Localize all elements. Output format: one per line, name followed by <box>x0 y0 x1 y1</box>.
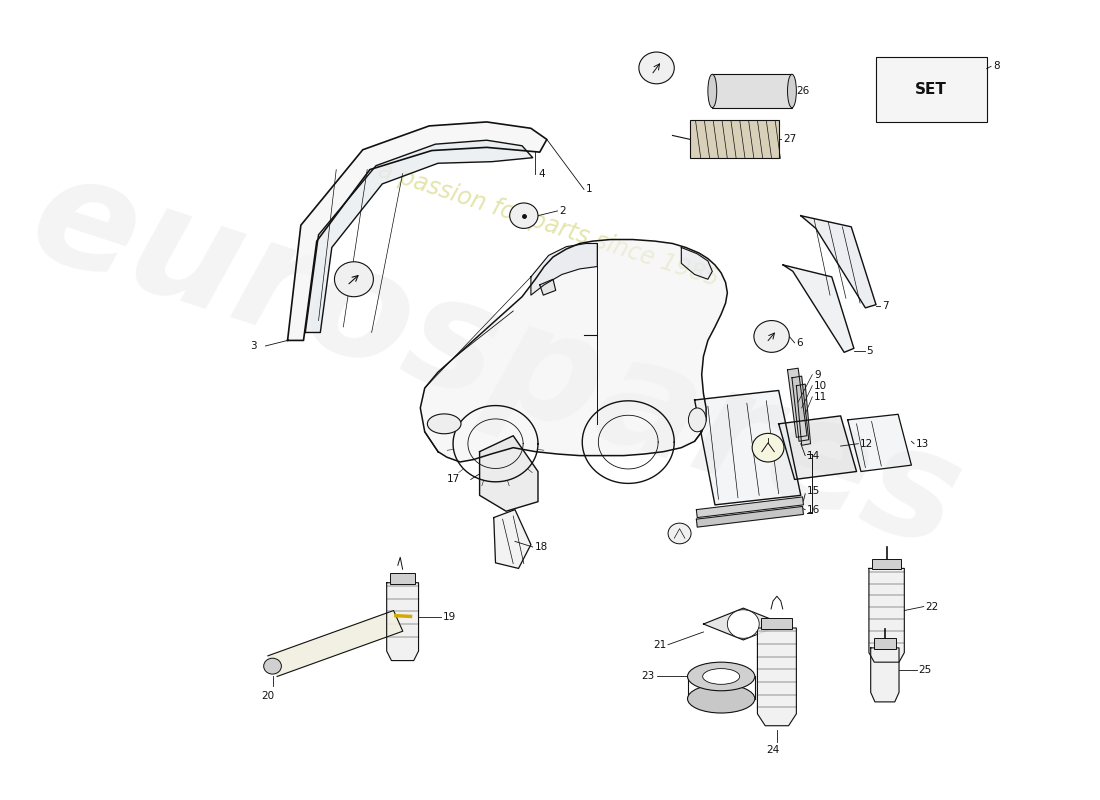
Circle shape <box>727 610 759 638</box>
Bar <box>873 638 896 649</box>
Text: 15: 15 <box>807 486 821 496</box>
Circle shape <box>668 523 691 544</box>
Ellipse shape <box>428 414 461 434</box>
Polygon shape <box>758 628 796 726</box>
Ellipse shape <box>703 669 739 684</box>
Text: eurospares: eurospares <box>13 140 978 580</box>
Polygon shape <box>801 216 876 308</box>
Polygon shape <box>420 239 727 462</box>
Text: 4: 4 <box>538 169 544 178</box>
Text: 25: 25 <box>918 665 932 675</box>
Text: 14: 14 <box>807 450 821 461</box>
Polygon shape <box>494 510 531 569</box>
Polygon shape <box>696 506 803 527</box>
Bar <box>713 74 792 108</box>
Text: 11: 11 <box>814 392 827 402</box>
Text: 12: 12 <box>860 438 873 449</box>
Polygon shape <box>696 497 803 518</box>
Circle shape <box>334 262 373 297</box>
Text: 20: 20 <box>262 691 275 702</box>
Polygon shape <box>848 414 912 471</box>
Text: SET: SET <box>915 82 947 97</box>
Text: 23: 23 <box>641 671 654 682</box>
Text: 19: 19 <box>442 612 455 622</box>
Circle shape <box>264 658 282 674</box>
Polygon shape <box>681 247 713 279</box>
Text: 27: 27 <box>783 134 796 145</box>
Ellipse shape <box>688 685 755 713</box>
Text: 7: 7 <box>882 302 889 311</box>
Polygon shape <box>387 582 418 661</box>
Ellipse shape <box>788 74 796 108</box>
Bar <box>872 559 901 570</box>
Circle shape <box>639 52 674 84</box>
Circle shape <box>754 321 790 352</box>
Text: 26: 26 <box>796 86 810 96</box>
Polygon shape <box>796 384 811 446</box>
Text: 8: 8 <box>993 62 1000 71</box>
Polygon shape <box>531 243 597 295</box>
Circle shape <box>509 203 538 229</box>
Bar <box>389 573 416 583</box>
Text: 9: 9 <box>814 370 821 379</box>
Text: 6: 6 <box>796 338 803 348</box>
Text: 21: 21 <box>653 640 667 650</box>
Text: 17: 17 <box>447 474 460 485</box>
Text: 18: 18 <box>535 542 548 552</box>
Text: 5: 5 <box>867 346 873 356</box>
Text: 24: 24 <box>766 745 779 754</box>
Text: 1: 1 <box>586 185 593 194</box>
Polygon shape <box>287 122 547 341</box>
Polygon shape <box>480 436 538 511</box>
Polygon shape <box>268 610 403 677</box>
Circle shape <box>752 434 784 462</box>
Text: a passion for parts since 1985: a passion for parts since 1985 <box>375 158 722 292</box>
Polygon shape <box>871 648 899 702</box>
Ellipse shape <box>688 662 755 690</box>
Text: 10: 10 <box>814 381 827 390</box>
Ellipse shape <box>689 408 706 432</box>
Text: 16: 16 <box>807 505 821 514</box>
Polygon shape <box>788 368 807 438</box>
Text: 13: 13 <box>916 438 930 449</box>
Polygon shape <box>792 376 808 442</box>
Polygon shape <box>783 265 854 352</box>
Text: 2: 2 <box>559 206 565 216</box>
Bar <box>876 57 987 122</box>
Bar <box>690 120 779 158</box>
Text: 3: 3 <box>250 341 256 351</box>
Polygon shape <box>869 569 904 662</box>
Polygon shape <box>540 279 556 295</box>
Text: 22: 22 <box>925 602 938 611</box>
Polygon shape <box>779 416 857 479</box>
Bar <box>761 618 792 629</box>
Polygon shape <box>694 390 801 505</box>
Ellipse shape <box>708 74 717 108</box>
Polygon shape <box>306 140 532 333</box>
Polygon shape <box>704 608 783 640</box>
